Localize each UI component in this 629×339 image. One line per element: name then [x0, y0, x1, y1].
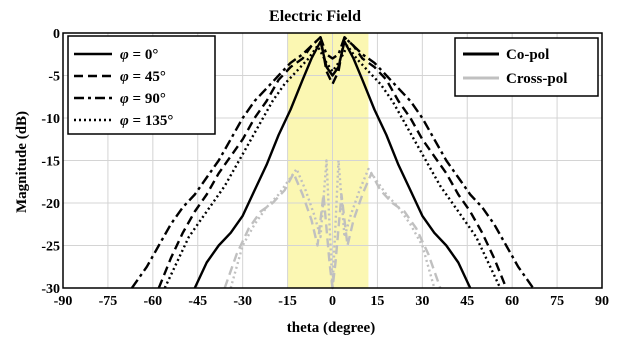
legend-phi-label: φ = 0°	[120, 47, 158, 63]
legend-pol-label: Co-pol	[506, 47, 549, 63]
legend-pol-box	[454, 37, 599, 97]
plot-frame	[62, 32, 603, 289]
x-tick-label: -90	[54, 294, 73, 309]
x-tick-label: 45	[460, 294, 474, 309]
x-tick-label: -15	[278, 294, 297, 309]
x-tick-label: 15	[370, 294, 384, 309]
x-tick-label: -30	[233, 294, 252, 309]
series-line-copol-phi-45	[157, 36, 508, 289]
y-axis-label: Magnitude (dB)	[14, 111, 30, 213]
x-tick-label: 60	[505, 294, 519, 309]
chart-title: Electric Field	[269, 8, 361, 25]
x-tick-label: 75	[550, 294, 564, 309]
legend-pol-label: Cross-pol	[506, 71, 567, 87]
series-line-crosspol-phi-135	[229, 159, 436, 290]
y-tick-label: -20	[41, 197, 60, 212]
legend-phi-box	[67, 35, 216, 135]
y-tick-label: -30	[41, 282, 60, 297]
x-tick-label: 30	[415, 294, 429, 309]
x-tick-label: 90	[595, 294, 609, 309]
y-tick-label: -25	[41, 240, 60, 255]
y-tick-label: -15	[41, 155, 60, 170]
series-line-copol-phi-0	[193, 40, 472, 289]
x-tick-label: -60	[143, 294, 162, 309]
x-tick-label: -45	[188, 294, 207, 309]
y-tick-label: -5	[48, 70, 60, 85]
x-axis-label: theta (degree)	[287, 320, 375, 336]
legend-phi-label: φ = 45°	[120, 69, 166, 85]
series-line-copol-phi-90	[130, 36, 535, 289]
legend-phi-label: φ = 135°	[120, 113, 173, 129]
legend-phi-label: φ = 90°	[120, 91, 166, 107]
legend-polarization: Co-pol Cross-pol	[454, 37, 599, 97]
x-tick-label: 0	[329, 294, 336, 309]
x-tick-label: -75	[99, 294, 118, 309]
y-tick-label: 0	[53, 27, 60, 42]
series-line-copol-phi-135	[163, 44, 502, 289]
tick-label-layer: -90 -75 -60 -45 -30 -15 0 15 30 45 60 75 90 0 -5 -10 -15…	[41, 27, 609, 309]
legend-phi: φ = 0° φ = 45° φ = 90° φ = 135°	[67, 35, 216, 135]
y-tick-label: -10	[41, 112, 60, 127]
